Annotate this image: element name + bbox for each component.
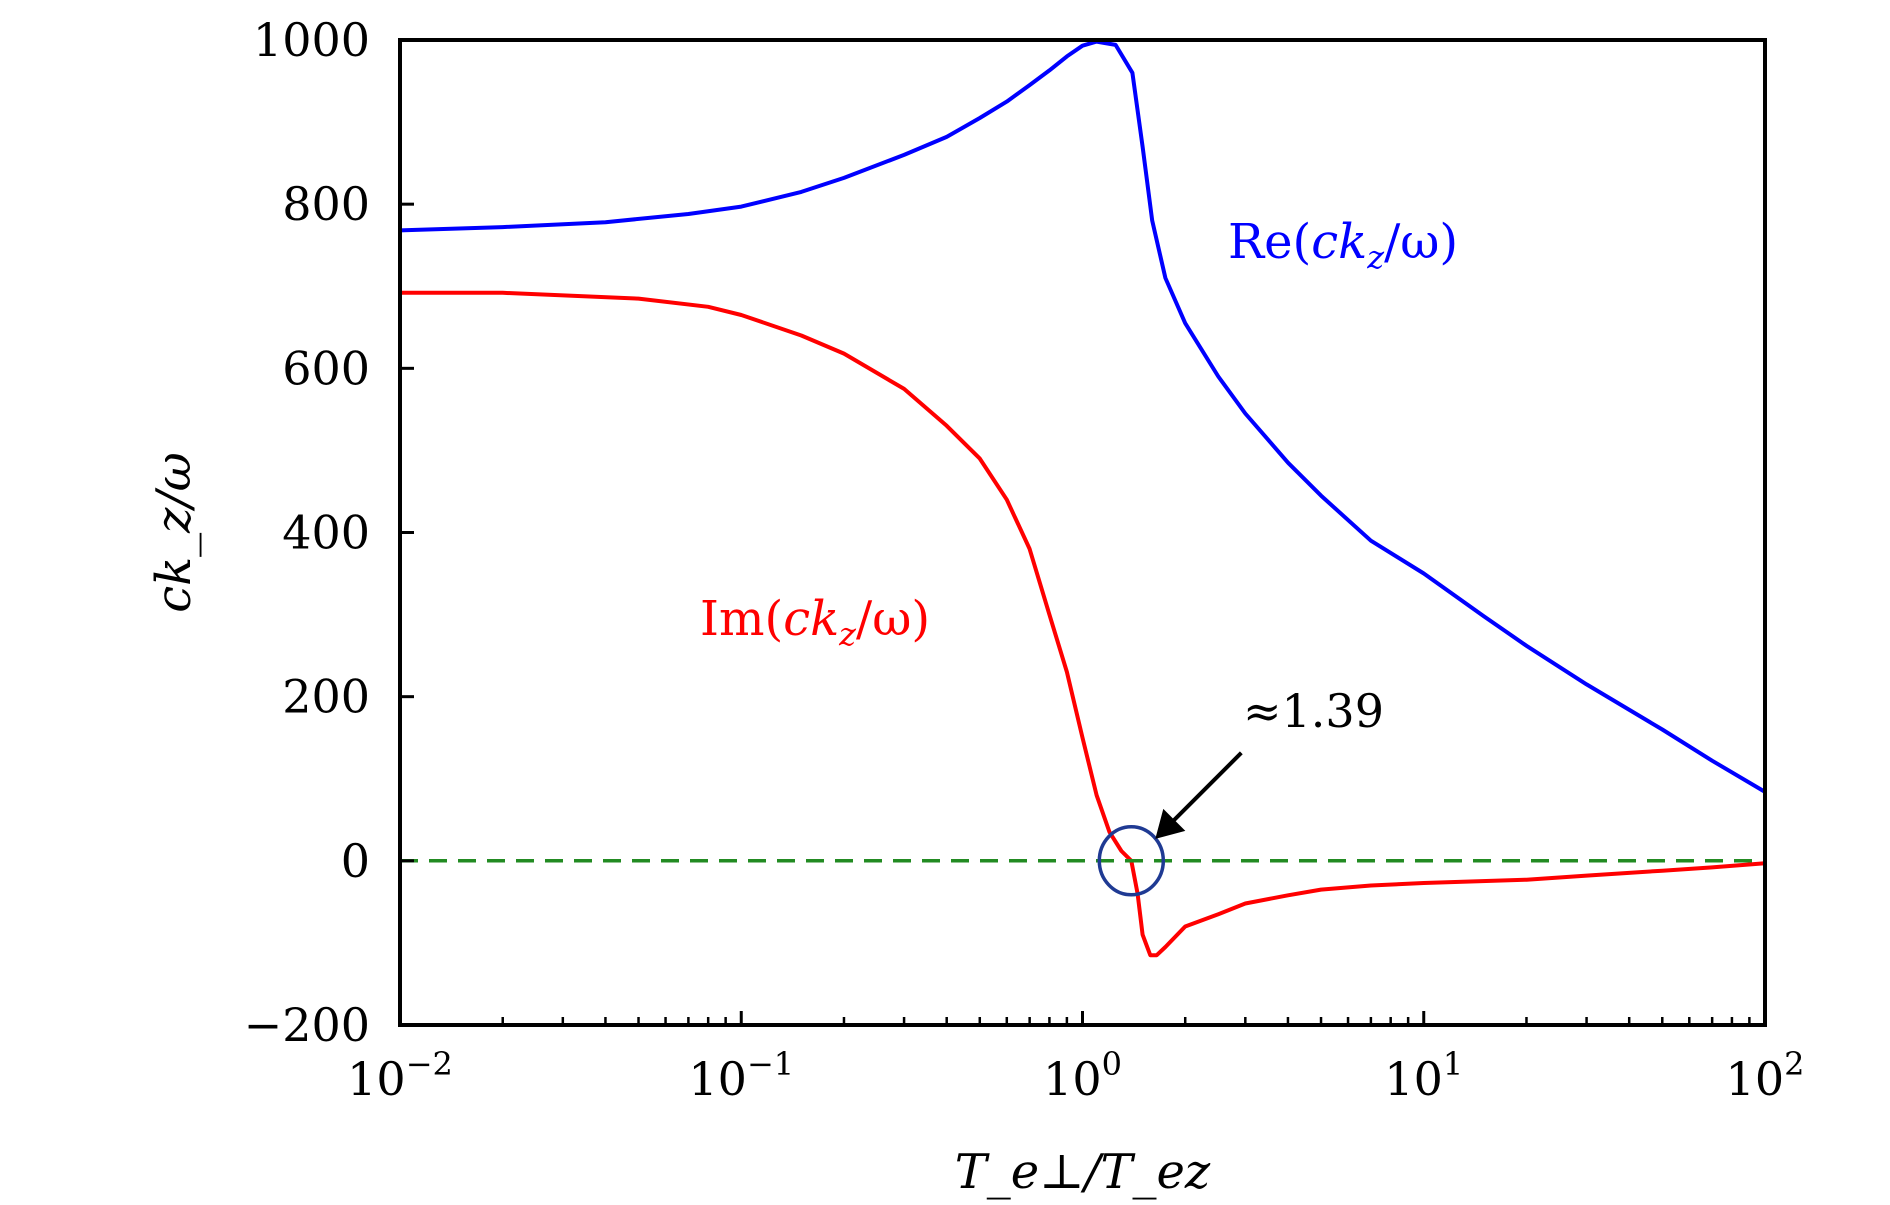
plot-area (399, 39, 1767, 958)
y-tick-label: −200 (244, 998, 370, 1052)
series-line-im (400, 290, 1766, 958)
series-label-re: Re(ckz/ω) (1228, 214, 1458, 276)
y-tick-label: 1000 (253, 13, 370, 67)
annotation-label: ≈1.39 (1243, 684, 1384, 738)
y-tick-label: 200 (282, 670, 370, 724)
x-tick-label: 101 (1384, 1045, 1463, 1106)
series-line-re (399, 39, 1767, 794)
y-tick-label: 400 (282, 506, 370, 560)
x-tick-label: 10−1 (688, 1045, 794, 1106)
series-label-im: Im(ckz/ω) (700, 591, 930, 653)
y-axis-label: ck_z/ω (146, 452, 202, 613)
labels: ≈1.39 −200 0 200 400 600 800 1000 10−2 10−1 100 101… (146, 13, 1804, 1200)
x-tick-label: 10−2 (347, 1045, 453, 1106)
x-axis-label: T_e⊥/T_ez (955, 1144, 1211, 1200)
x-tick-label: 102 (1726, 1045, 1805, 1106)
y-tick-label: 800 (282, 177, 370, 231)
crossing-circle (1097, 825, 1166, 897)
y-axis-label-group: ck_z/ω (146, 452, 202, 613)
annotation-arrow-shaft (1167, 751, 1243, 827)
y-tick-label: 0 (341, 834, 370, 888)
x-tick-label: 100 (1043, 1045, 1122, 1106)
y-tick-label: 600 (282, 341, 370, 395)
annotation-arrow-head (1155, 808, 1186, 839)
axes (398, 38, 1767, 1027)
